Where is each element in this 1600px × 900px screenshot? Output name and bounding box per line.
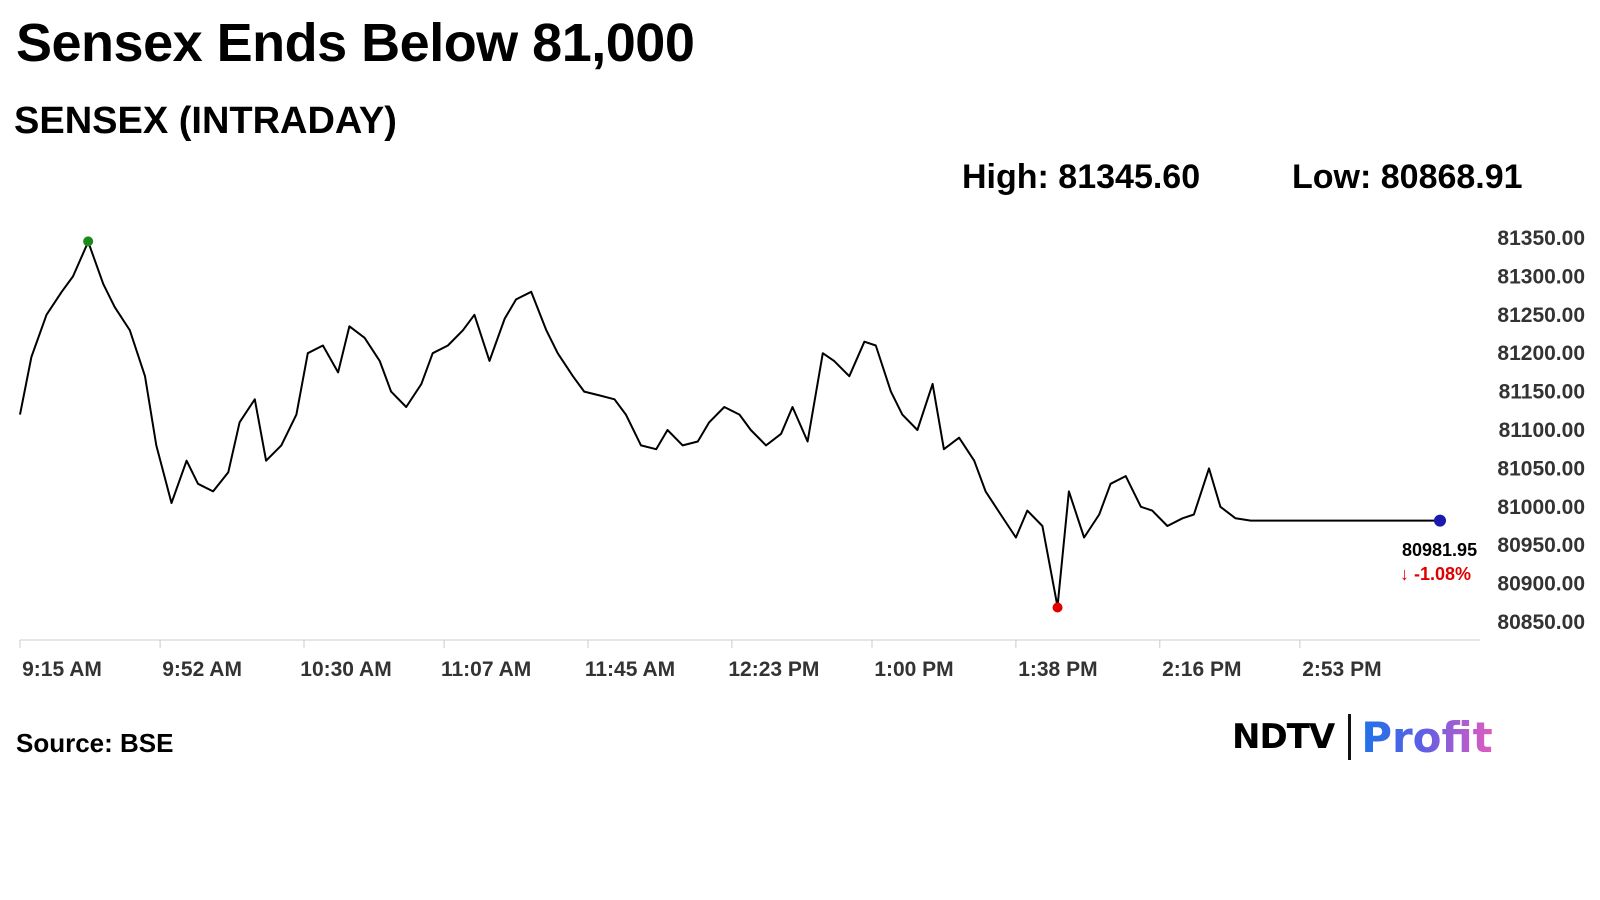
high-marker: [83, 236, 94, 247]
last-value-label: 80981.95 ↓ -1.08%: [1398, 536, 1484, 586]
logo-divider: [1348, 714, 1352, 760]
last-marker: [1434, 514, 1446, 527]
y-tick-label: 80850.00: [1497, 611, 1585, 634]
logo-profit-text: Profit: [1361, 712, 1493, 762]
x-tick-label: 11:07 AM: [441, 658, 531, 681]
x-axis: 9:15 AM 9:52 AM 10:30 AM 11:07 AM 11:45 AM 12…: [19, 639, 1480, 681]
high-stat: High: 81345.60: [962, 158, 1201, 196]
source-note: Source: BSE: [16, 728, 174, 758]
y-tick-label: 81100.00: [1499, 419, 1585, 442]
x-tick-label: 9:15 AM: [22, 658, 102, 681]
y-tick-label: 81250.00: [1497, 304, 1585, 327]
x-tick-label: 10:30 AM: [300, 658, 391, 681]
x-tick-label: 11:45 AM: [585, 658, 675, 681]
low-marker: [1052, 602, 1063, 613]
x-tick-label: 12:23 PM: [728, 658, 819, 681]
y-axis: 81350.00 81300.00 81250.00 81200.00 81150.00…: [1497, 227, 1585, 634]
y-tick-label: 81050.00: [1497, 457, 1585, 480]
ndtv-profit-logo: NDTV Profit: [1232, 712, 1493, 762]
chart-subtitle: SENSEX (INTRADAY): [14, 100, 397, 142]
y-tick-label: 81000.00: [1497, 496, 1585, 519]
last-change-text: ↓ -1.08%: [1400, 564, 1471, 584]
x-tick-label: 1:00 PM: [874, 658, 953, 681]
x-tick-label: 2:53 PM: [1302, 658, 1381, 681]
y-tick-label: 80950.00: [1497, 534, 1585, 557]
price-line: [19, 240, 1440, 608]
y-tick-label: 81350.00: [1497, 227, 1585, 250]
y-tick-label: 80900.00: [1497, 573, 1585, 596]
low-stat: Low: 80868.91: [1292, 158, 1523, 196]
x-tick-label: 1:38 PM: [1018, 658, 1097, 681]
last-value-box: [1398, 536, 1484, 586]
y-tick-label: 81200.00: [1497, 342, 1585, 365]
x-tick-label: 2:16 PM: [1162, 658, 1241, 681]
last-value-text: 80981.95: [1402, 540, 1477, 560]
intraday-chart: 81350.00 81300.00 81250.00 81200.00 81150.00…: [19, 227, 1585, 681]
x-tick-label: 9:52 AM: [162, 658, 242, 681]
y-tick-label: 81150.00: [1499, 381, 1585, 404]
logo-ndtv-text: NDTV: [1232, 717, 1335, 757]
headline: Sensex Ends Below 81,000: [16, 13, 695, 73]
y-tick-label: 81300.00: [1497, 265, 1585, 288]
